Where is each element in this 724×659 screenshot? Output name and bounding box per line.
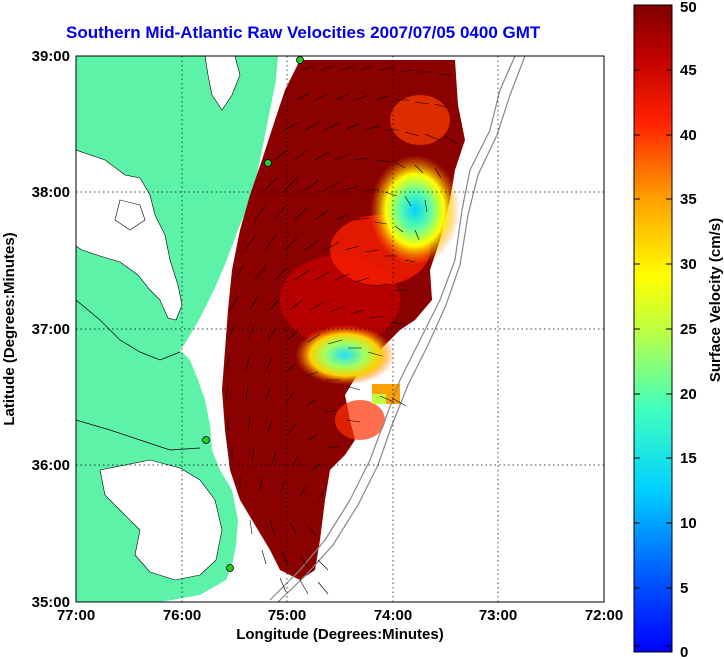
slow-current-zone-south — [295, 325, 395, 385]
x-axis-label: Longitude (Degrees:Minutes) — [236, 626, 444, 643]
delaware-bay — [204, 56, 241, 111]
grid-lines — [76, 56, 604, 602]
y-tick-label: 38:00 — [32, 184, 70, 201]
x-tick-label: 72:00 — [585, 607, 623, 624]
colorbar-tick-label: 10 — [680, 515, 697, 532]
radar-station — [264, 159, 272, 167]
radar-station — [202, 436, 210, 444]
colorbar-tick-label: 45 — [680, 62, 697, 79]
radar-stations — [202, 56, 304, 572]
y-tick-label: 39:00 — [32, 48, 70, 65]
colorbar-tick-label: 30 — [680, 256, 697, 273]
x-tick-label: 74:00 — [374, 607, 412, 624]
current-vectors — [225, 65, 458, 595]
x-tick-label: 76:00 — [163, 607, 201, 624]
radar-station — [296, 56, 304, 64]
chesapeake-bay — [76, 149, 183, 321]
y-axis-label: Latitude (Degrees:Minutes) — [1, 232, 18, 425]
x-tick-label: 73:00 — [479, 607, 517, 624]
slow-current-zone-north — [370, 155, 460, 265]
colorbar-label: Surface Velocity (cm/s) — [707, 218, 724, 382]
pamlico-sound — [99, 459, 223, 581]
y-tick-label: 35:00 — [32, 594, 70, 611]
colorbar-tick-label: 15 — [680, 450, 697, 467]
radar-station — [226, 564, 234, 572]
plot-frame — [75, 55, 605, 603]
colorbar-tick-label: 40 — [680, 127, 697, 144]
colorbar-tick-label: 20 — [680, 386, 697, 403]
x-tick-label: 75:00 — [268, 607, 306, 624]
colorbar-tick-label: 5 — [680, 580, 688, 597]
x-tick-label: 77:00 — [57, 607, 95, 624]
colorbar-tick-label: 0 — [680, 644, 688, 659]
map-title: Southern Mid-Atlantic Raw Velocities 200… — [66, 23, 541, 42]
colorbar-tick-label: 35 — [680, 191, 697, 208]
y-tick-label: 37:00 — [32, 321, 70, 338]
colorbar-tick-label: 50 — [680, 0, 697, 16]
y-tick-label: 36:00 — [32, 457, 70, 474]
colorbar — [633, 4, 673, 653]
colorbar-tick-label: 25 — [680, 321, 697, 338]
